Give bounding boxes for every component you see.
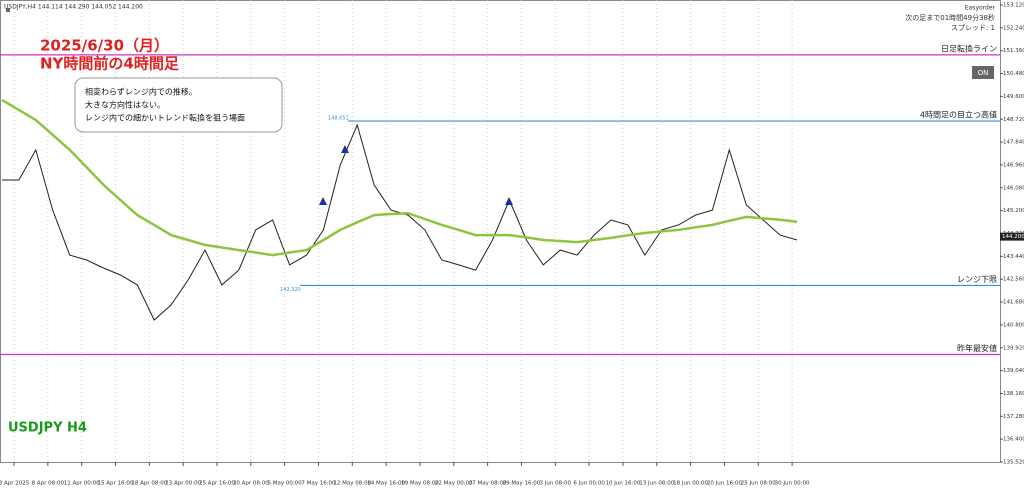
note: レンジ内での細かいトレンド転換を狙う場面	[85, 113, 245, 123]
level-name: レンジ下限	[957, 275, 997, 284]
x-tick-label: 25 Jun 08:00	[741, 481, 776, 487]
on-button[interactable]	[972, 66, 994, 79]
x-tick-label: 30 Apr 08:00	[233, 481, 269, 487]
y-tick-label: 146.960	[1003, 162, 1024, 168]
y-tick-label: 142.560	[1003, 277, 1024, 283]
y-tick-label: 145.200	[1003, 208, 1024, 214]
x-tick-label: 18 Jun 00:00	[673, 481, 708, 487]
y-tick-label: 148.720	[1003, 117, 1024, 123]
y-tick-label: 138.160	[1003, 391, 1024, 397]
x-tick-label: 29 May 16:00	[503, 481, 541, 487]
title: NY時間前の4時間足	[40, 55, 180, 73]
level-name: 日足転換ライン	[941, 43, 997, 53]
x-tick-label: 19 May 08:00	[401, 481, 439, 487]
title: 2025/6/30（月）	[40, 37, 169, 55]
level-value: 142.320	[280, 287, 301, 293]
x-tick-label: 11 Apr 00:00	[64, 481, 100, 487]
panel-text: スプレッド: 1	[951, 24, 995, 32]
panel-text: 次の足まで01時間49分38秒	[905, 13, 995, 22]
icon	[6, 8, 10, 12]
panel-text: Easyorder	[965, 5, 996, 12]
x-tick-label: 20 Jun 16:00	[707, 481, 742, 487]
price-line	[1, 98, 798, 257]
x-tick-label: 25 Apr 16:00	[199, 481, 235, 487]
y-tick-label: 139.920	[1003, 345, 1024, 351]
y-tick-label: 141.680	[1003, 300, 1024, 306]
watermark: USDJPY H4	[8, 421, 87, 436]
axis: 153.120 152.240 151.360 150.480 149.600 148.7…	[0, 3, 1024, 487]
x-tick-label: 8 Apr 08:00	[32, 481, 65, 487]
level-name: 昨年最安値	[957, 343, 997, 353]
y-tick-label: 153.120	[1003, 3, 1024, 9]
on-button-label[interactable]: ON	[978, 69, 989, 77]
y-tick-label: 146.080	[1003, 185, 1024, 191]
x-tick-label: 3 Jun 08:00	[540, 481, 572, 487]
note: 相変わらずレンジ内での推移。	[85, 87, 197, 97]
x-tick-label: 5 May 00:00	[268, 481, 303, 487]
y-tick-label: 150.480	[1003, 71, 1024, 77]
x-tick-label: 13 Jun 08:00	[639, 481, 674, 487]
y-tick-label: 147.840	[1003, 140, 1024, 146]
level-name: 4時間足の目立つ高値	[920, 110, 997, 120]
current-price-label: 144.200	[1002, 234, 1024, 240]
y-tick-label: 136.400	[1003, 437, 1024, 443]
x-tick-label: 15 Apr 16:00	[98, 481, 134, 487]
x-tick-label: 30 Jun 00:00	[775, 481, 810, 487]
x-tick-label: 12 May 08:00	[333, 481, 371, 487]
plot-frame	[0, 0, 1001, 463]
grid	[13, 0, 793, 462]
note: 大きな方向性はない。	[85, 100, 165, 110]
x-tick-label: 14 May 16:00	[367, 481, 405, 487]
current-price-tag	[1000, 232, 1024, 241]
y-tick-label: 151.360	[1003, 48, 1024, 54]
y-tick-label: 140.800	[1003, 322, 1024, 328]
header: USDJPY,H4 144.114 144.290 144.052 144.20…	[4, 4, 143, 11]
y-tick-label: 152.240	[1003, 25, 1024, 31]
x-tick-label: 22 May 00:00	[435, 481, 473, 487]
y-tick-label: 139.040	[1003, 368, 1024, 374]
y-tick-label: 135.520	[1003, 460, 1024, 466]
x-tick-label: 18 Apr 08:00	[131, 481, 167, 487]
level-value: 148.651	[328, 116, 349, 122]
y-tick-label: 143.440	[1003, 254, 1024, 260]
x-tick-label: 7 May 16:00	[301, 481, 336, 487]
y-tick-label: 149.600	[1003, 94, 1024, 100]
x-tick-label: 3 Apr 2025	[0, 481, 30, 487]
x-tick-label: 27 May 08:00	[469, 481, 507, 487]
note-box	[74, 77, 283, 133]
plot: 日足転換ライン 4時間足の目立つ高値 148.651 レンジ下限 142.320 昨年最安…	[0, 43, 1000, 356]
x-tick-label: 10 Jun 16:00	[605, 481, 640, 487]
y-tick-label: 137.280	[1003, 414, 1024, 420]
x-tick-label: 23 Apr 00:00	[165, 481, 201, 487]
x-tick-label: 6 Jun 00:00	[573, 481, 605, 487]
